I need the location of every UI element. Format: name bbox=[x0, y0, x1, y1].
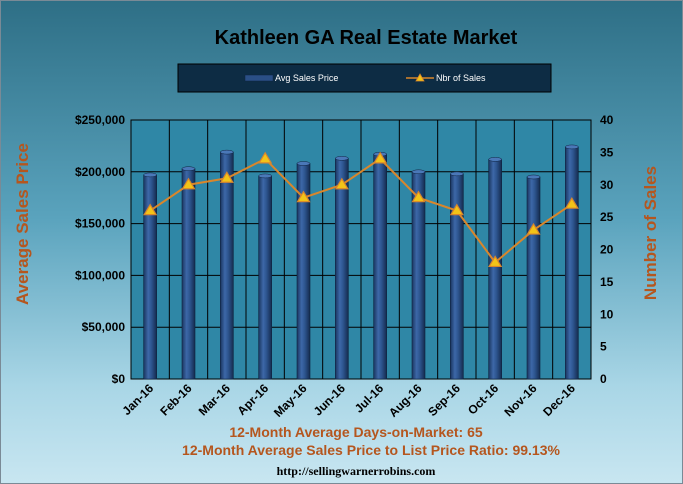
y-tick-label-left: $50,000 bbox=[82, 320, 126, 334]
bar bbox=[488, 159, 502, 380]
legend: Avg Sales Price Nbr of Sales bbox=[177, 63, 552, 93]
y-tick-label-right: 10 bbox=[600, 307, 614, 321]
source-url: http://sellingwarnerrobins.com bbox=[277, 464, 436, 478]
x-tick-label: Nov-16 bbox=[501, 381, 539, 419]
bar bbox=[220, 151, 234, 380]
y-tick-label-left: $0 bbox=[112, 372, 126, 386]
bar-cap bbox=[488, 157, 502, 162]
y-tick-label-left: $200,000 bbox=[75, 165, 125, 179]
bar bbox=[565, 146, 579, 380]
bar-cap bbox=[565, 144, 579, 150]
sales-point bbox=[373, 151, 388, 164]
sales-point bbox=[526, 222, 541, 235]
x-tick-label: Mar-16 bbox=[196, 381, 233, 418]
x-tick-label: Sep-16 bbox=[425, 381, 463, 419]
price-ratio-note: 12-Month Average Sales Price to List Pri… bbox=[182, 442, 560, 458]
bar-cap bbox=[143, 172, 157, 178]
sales-point bbox=[219, 171, 234, 183]
x-tick-label: Aug-16 bbox=[386, 381, 425, 420]
x-tick-label: Feb-16 bbox=[157, 381, 194, 418]
sales-line-path bbox=[149, 157, 573, 264]
y-tick-label-right: 30 bbox=[600, 178, 614, 192]
y-tick-label-left: $250,000 bbox=[75, 113, 125, 127]
bar-cap bbox=[296, 161, 311, 166]
bar-cap bbox=[258, 173, 272, 179]
x-tick-label: Apr-16 bbox=[235, 381, 272, 418]
sales-point bbox=[449, 203, 464, 216]
bars bbox=[143, 144, 579, 380]
bar bbox=[335, 158, 349, 380]
sales-point bbox=[411, 190, 426, 203]
legend-marker-swatch bbox=[415, 73, 425, 82]
sales-point bbox=[334, 177, 349, 190]
x-axis-ticks: Jan-16 Feb-16 Mar-16 Apr-16 May-16 Jun-16 Jul-… bbox=[119, 381, 578, 420]
x-tick-label: Jul-16 bbox=[352, 381, 387, 416]
sales-line bbox=[143, 151, 579, 268]
legend-box bbox=[177, 63, 552, 93]
sales-point bbox=[143, 203, 158, 216]
y-axis-right-ticks: 0 5 10 15 20 25 30 35 40 bbox=[600, 113, 614, 386]
bar-cap bbox=[450, 171, 464, 177]
y-axis-left-ticks: $0 $50,000 $100,000 $150,000 $200,000 $250,00… bbox=[75, 113, 125, 386]
y-tick-label-right: 5 bbox=[600, 340, 607, 354]
y-tick-label-left: $150,000 bbox=[75, 217, 125, 231]
bar bbox=[373, 153, 387, 380]
sales-point bbox=[564, 197, 579, 209]
y-tick-label-right: 25 bbox=[600, 210, 614, 224]
sales-point bbox=[258, 151, 273, 164]
sales-point bbox=[296, 190, 311, 203]
legend-label-nbr-sales: Nbr of Sales bbox=[436, 73, 486, 83]
grid bbox=[131, 119, 591, 380]
legend-bar-swatch bbox=[244, 74, 274, 82]
x-tick-label: Jan-16 bbox=[119, 381, 156, 418]
y-axis-left-title: Average Sales Price bbox=[13, 143, 32, 305]
bar-cap bbox=[181, 166, 196, 171]
y-tick-label-right: 0 bbox=[600, 372, 607, 386]
chart-title: Kathleen GA Real Estate Market bbox=[215, 27, 518, 49]
bar bbox=[526, 176, 541, 380]
bar-cap bbox=[411, 169, 426, 175]
legend-label-avg-price: Avg Sales Price bbox=[275, 73, 338, 83]
bar-cap bbox=[335, 156, 349, 161]
y-tick-label-right: 40 bbox=[600, 113, 614, 127]
x-tick-label: May-16 bbox=[271, 381, 310, 420]
sales-point bbox=[181, 177, 196, 190]
y-tick-label-right: 35 bbox=[600, 145, 614, 159]
bar bbox=[411, 171, 426, 380]
bar bbox=[181, 168, 196, 380]
x-tick-label: Dec-16 bbox=[540, 381, 578, 419]
bar-cap bbox=[220, 149, 234, 155]
y-tick-label-right: 15 bbox=[600, 275, 614, 289]
y-tick-label-left: $100,000 bbox=[75, 268, 125, 282]
x-tick-label: Oct-16 bbox=[465, 381, 502, 418]
bar bbox=[258, 175, 272, 380]
bar-cap bbox=[526, 174, 541, 180]
sales-point bbox=[488, 255, 503, 268]
days-on-market-note: 12-Month Average Days-on-Market: 65 bbox=[229, 424, 483, 440]
x-tick-label: Jun-16 bbox=[311, 381, 348, 418]
y-axis-right-title: Number of Sales bbox=[641, 166, 660, 300]
y-tick-label-right: 20 bbox=[600, 243, 614, 257]
